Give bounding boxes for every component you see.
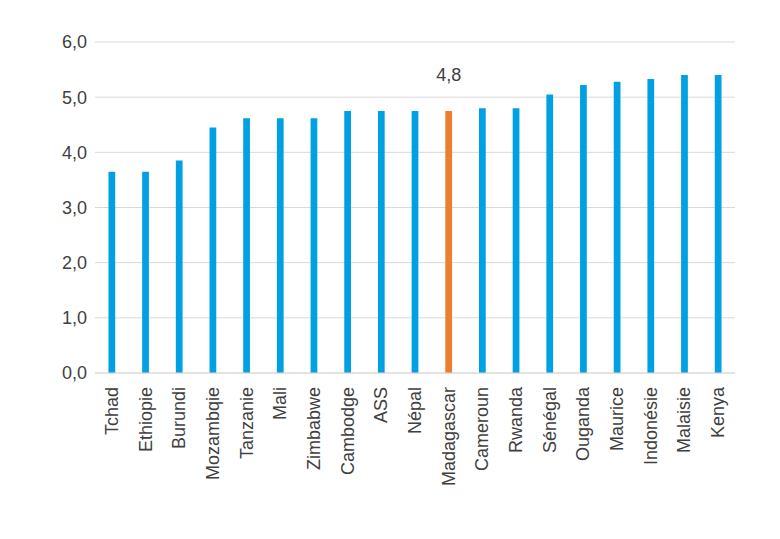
svg-text:Kenya: Kenya [708, 386, 728, 438]
svg-text:Malaisie: Malaisie [674, 387, 694, 453]
svg-text:Tanzanie: Tanzanie [237, 387, 257, 459]
svg-text:Burundi: Burundi [169, 387, 189, 449]
svg-text:6,0: 6,0 [62, 32, 87, 52]
svg-text:4,0: 4,0 [62, 143, 87, 163]
svg-text:4,8: 4,8 [436, 65, 461, 85]
svg-text:3,0: 3,0 [62, 198, 87, 218]
svg-text:Mozambqie: Mozambqie [203, 387, 223, 480]
svg-text:Népal: Népal [405, 387, 425, 434]
svg-text:Rwanda: Rwanda [506, 386, 526, 453]
svg-text:5,0: 5,0 [62, 88, 87, 108]
svg-text:Sénégal: Sénégal [540, 387, 560, 453]
svg-text:Ethiopie: Ethiopie [136, 387, 156, 452]
svg-text:Maurice: Maurice [607, 387, 627, 451]
svg-text:Madagascar: Madagascar [439, 387, 459, 486]
svg-text:Cambodge: Cambodge [338, 387, 358, 475]
svg-text:ASS: ASS [371, 387, 391, 423]
svg-text:1,0: 1,0 [62, 308, 87, 328]
svg-text:0,0: 0,0 [62, 363, 87, 383]
svg-text:Indonésie: Indonésie [641, 387, 661, 465]
svg-text:Ouganda: Ouganda [573, 386, 593, 461]
svg-text:2,0: 2,0 [62, 253, 87, 273]
svg-text:Zimbabwe: Zimbabwe [304, 387, 324, 470]
svg-text:Tchad: Tchad [102, 387, 122, 435]
svg-text:Cameroun: Cameroun [472, 387, 492, 471]
svg-text:Mali: Mali [270, 387, 290, 420]
